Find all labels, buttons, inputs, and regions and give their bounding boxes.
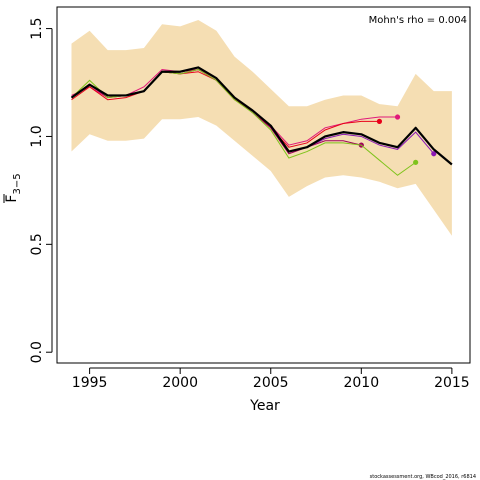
plot-frame — [56, 6, 471, 364]
confidence-band-layer — [71, 19, 452, 236]
y-axis: 0.0 0.5 1.0 1.5 — [29, 17, 53, 363]
main-estimate-layer — [70, 66, 453, 166]
y-tick-label: 0.0 — [29, 341, 45, 363]
retro-endpoint-2 — [376, 118, 383, 124]
y-tick-label: 1.0 — [29, 125, 45, 147]
x-axis: 1995 2000 2005 2010 2015 — [72, 367, 470, 391]
y-tick-label: 0.5 — [29, 233, 45, 255]
retro-endpoint-4 — [413, 159, 419, 165]
x-tick-label: 2015 — [434, 375, 470, 391]
y-axis-title-subscript: 3−5 — [12, 173, 23, 194]
y-tick-label: 1.5 — [29, 17, 45, 39]
x-tick-label: 2005 — [253, 375, 289, 391]
x-tick-label: 1995 — [72, 375, 108, 391]
y-axis-title-main: F — [4, 195, 20, 203]
y-axis-title: F3−5 — [3, 173, 23, 203]
x-axis-title: Year — [249, 398, 280, 414]
x-tick-label: 2010 — [343, 375, 379, 391]
svg-text:F3−5: F3−5 — [4, 173, 23, 202]
retro-endpoint-1 — [394, 114, 401, 120]
confidence-band — [71, 19, 452, 236]
retro-endpoint-5 — [431, 151, 437, 157]
main-estimate-line — [70, 66, 453, 166]
x-tick-label: 2000 — [162, 375, 198, 391]
mohns-rho-annotation: Mohn's rho = 0.004 — [369, 15, 467, 26]
credit-footer: stockassessment.org, WBcod_2016, r6814 — [370, 474, 476, 480]
